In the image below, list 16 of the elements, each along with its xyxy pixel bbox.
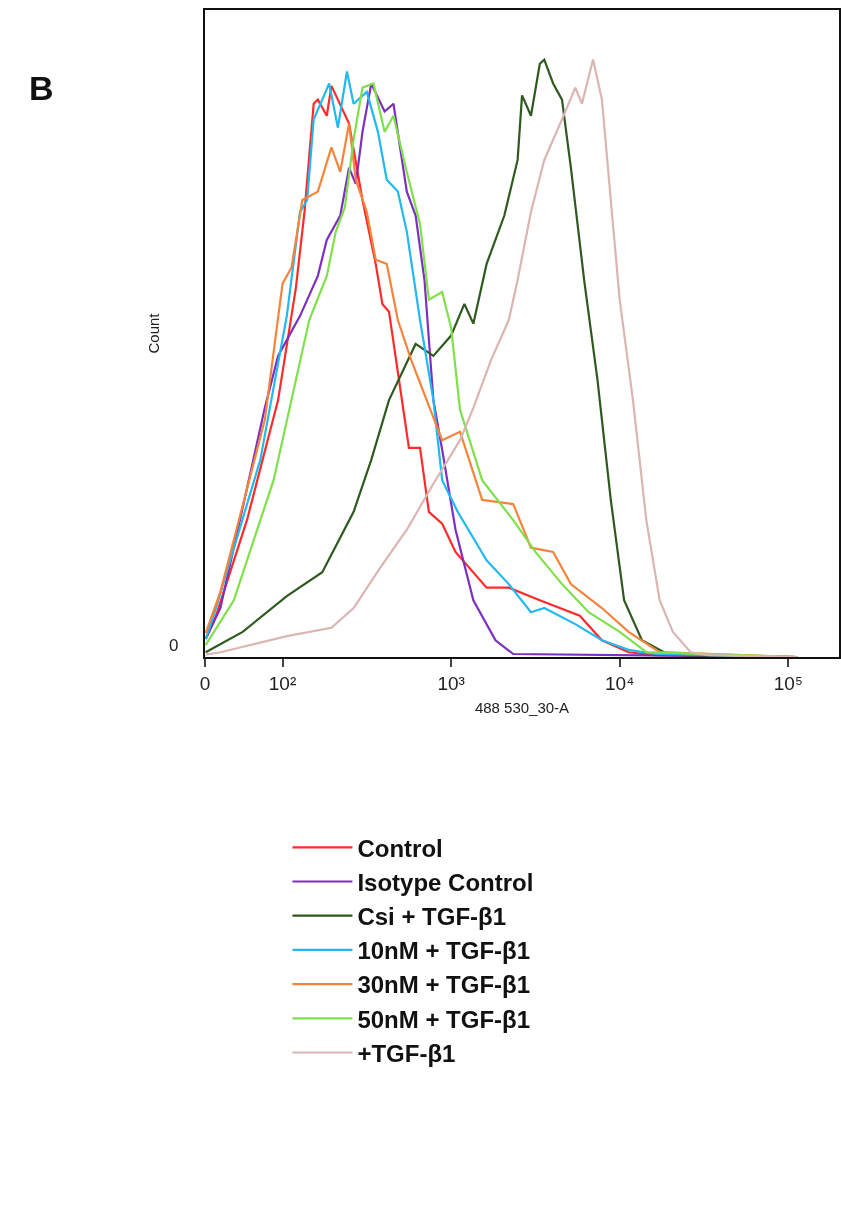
legend-label: 30nM + TGF-β1 xyxy=(357,971,531,999)
x-tick-label: 0 xyxy=(199,672,211,694)
legend-label: +TGF-β1 xyxy=(357,1039,456,1067)
text: B xyxy=(29,69,54,107)
x-tick-label: 10³ xyxy=(437,672,465,694)
legend-label: 50nM + TGF-β1 xyxy=(357,1005,531,1033)
x-axis-title: 488 530_30-A xyxy=(474,699,570,717)
y-axis-title: Count xyxy=(144,312,162,354)
legend-label: Isotype Control xyxy=(357,868,534,896)
text: 0 xyxy=(169,636,179,655)
legend-label: Control xyxy=(357,834,443,862)
x-tick-label: 10⁵ xyxy=(773,672,803,694)
legend-label: 10nM + TGF-β1 xyxy=(357,937,531,965)
x-tick-label: 10⁴ xyxy=(605,672,635,694)
x-tick-label: 10² xyxy=(268,672,297,694)
legend-label: Csi + TGF-β1 xyxy=(357,903,507,931)
